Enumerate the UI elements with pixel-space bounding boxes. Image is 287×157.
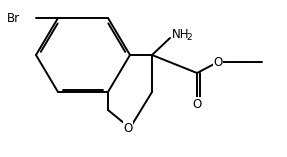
Text: 2: 2 (186, 32, 192, 41)
Text: O: O (192, 97, 202, 111)
Text: O: O (213, 56, 223, 68)
Text: Br: Br (7, 11, 20, 24)
Text: NH: NH (172, 29, 189, 41)
Text: O: O (123, 122, 133, 135)
